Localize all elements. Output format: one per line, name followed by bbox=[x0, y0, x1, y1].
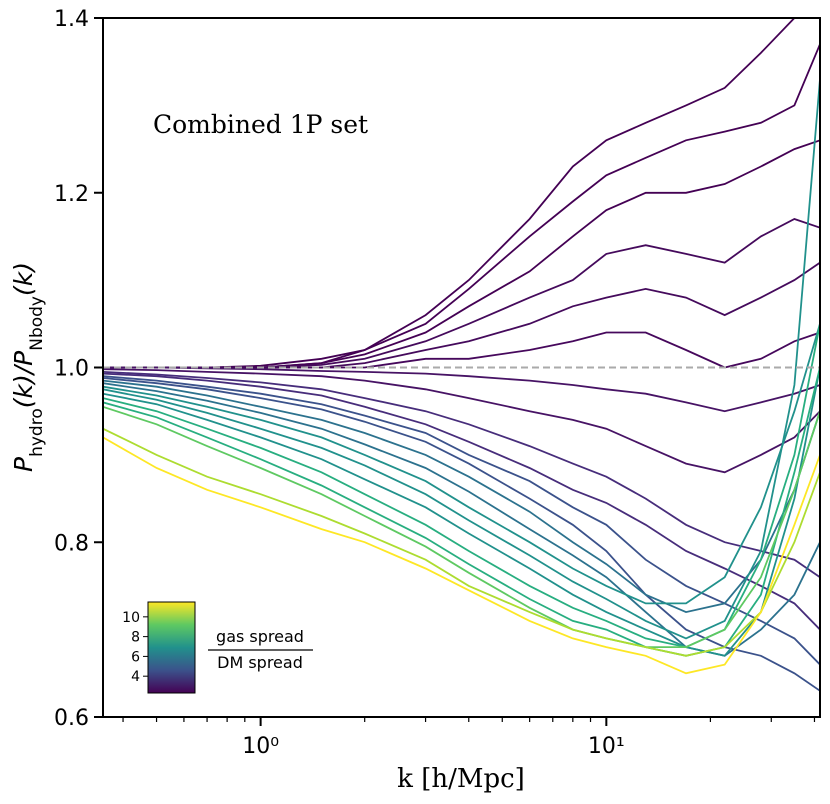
series-line bbox=[103, 261, 820, 369]
series-line bbox=[103, 379, 820, 614]
colorbar-tick-label: 10 bbox=[122, 610, 140, 626]
series-line bbox=[103, 371, 820, 578]
series-line bbox=[103, 139, 820, 369]
colorbar-tick-label: 8 bbox=[131, 630, 140, 646]
series-line bbox=[103, 79, 820, 640]
series-line bbox=[103, 331, 820, 369]
y-axis-label-part: (k) bbox=[9, 262, 38, 296]
x-axis-label: k [h/Mpc] bbox=[397, 764, 525, 794]
series-line bbox=[103, 18, 796, 369]
series-line bbox=[103, 436, 820, 675]
y-axis-label: Phydro(k)/PNbody(k) bbox=[9, 262, 47, 472]
y-tick-label: 0.6 bbox=[54, 706, 89, 731]
plot-lines bbox=[103, 18, 820, 692]
colorbar bbox=[147, 601, 196, 694]
series-line bbox=[103, 375, 820, 666]
series-line bbox=[103, 368, 820, 474]
series-line bbox=[103, 323, 820, 649]
series-line bbox=[103, 43, 820, 369]
series-line bbox=[103, 366, 820, 413]
y-tick-label: 0.8 bbox=[54, 531, 89, 556]
colorbar-tick-label: 6 bbox=[131, 649, 140, 665]
y-tick-label: 1.2 bbox=[54, 182, 89, 207]
y-axis-label-part: (k)/P bbox=[9, 350, 38, 408]
x-tick-label: 10¹ bbox=[588, 734, 625, 759]
y-axis-label-part: hydro bbox=[27, 408, 47, 457]
annotation: Combined 1P set bbox=[153, 110, 368, 139]
colorbar-tick-label: 4 bbox=[131, 669, 140, 685]
series-line bbox=[103, 372, 820, 631]
series-line bbox=[103, 382, 820, 657]
y-tick-label: 1.4 bbox=[54, 7, 89, 32]
colorbar-label-top: gas spread bbox=[216, 627, 304, 646]
x-tick-label: 10⁰ bbox=[242, 734, 279, 759]
series-line bbox=[103, 367, 820, 657]
series-line bbox=[103, 405, 820, 648]
y-axis-label-part: Nbody bbox=[27, 296, 47, 351]
series-line bbox=[103, 323, 820, 605]
series-line bbox=[103, 427, 820, 657]
y-tick-label: 1.0 bbox=[54, 357, 89, 382]
series-line bbox=[103, 377, 820, 692]
series-line bbox=[103, 367, 820, 657]
colorbar-label-bottom: DM spread bbox=[217, 653, 303, 672]
series-line bbox=[103, 218, 820, 369]
y-axis-label-part: P bbox=[9, 456, 38, 472]
